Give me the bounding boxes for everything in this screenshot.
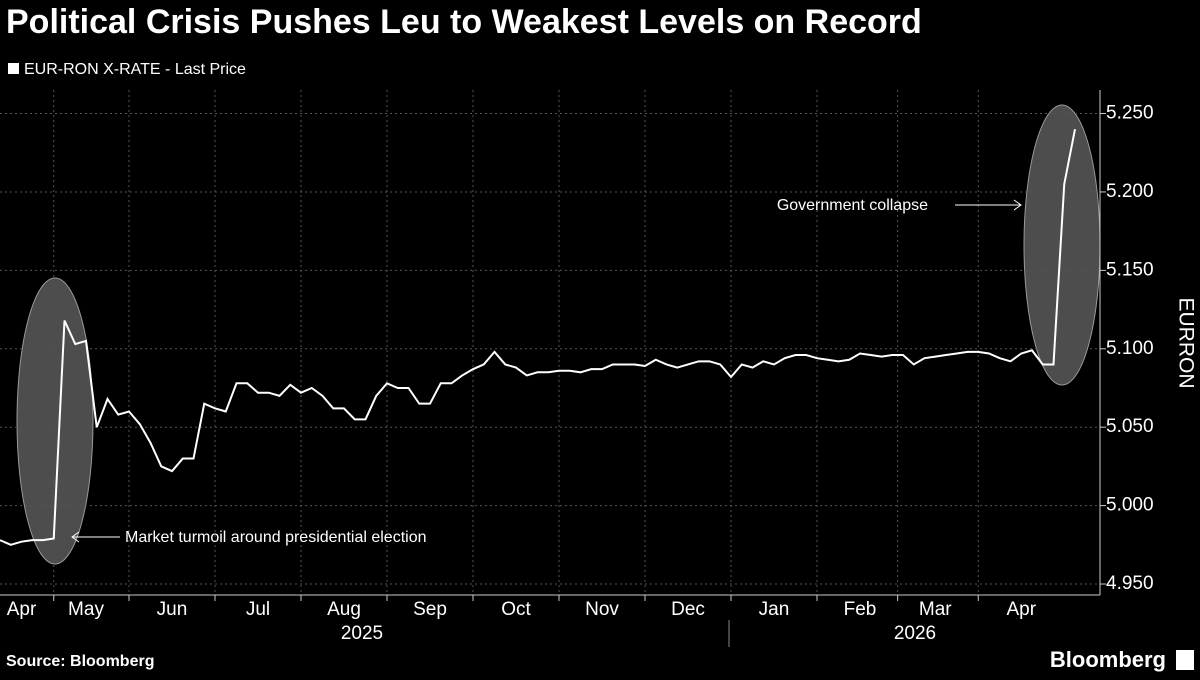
y-tick-label: 5.050 — [1106, 416, 1154, 437]
highlight-ellipse — [16, 277, 94, 565]
x-tick-label: Oct — [501, 599, 531, 620]
y-tick-label: 5.000 — [1106, 495, 1154, 516]
annotation-arrowhead — [71, 531, 80, 543]
year-label: 2025 — [341, 623, 383, 644]
x-tick-label: Jun — [157, 599, 188, 620]
brand-icon — [1176, 650, 1194, 670]
annotation: Government collapse — [777, 197, 928, 214]
brand: Bloomberg — [1050, 647, 1166, 672]
annotation: Market turmoil around presidential elect… — [125, 529, 426, 546]
x-tick-label: Aug — [327, 599, 361, 620]
y-tick-label: 5.100 — [1106, 338, 1154, 359]
x-tick-label: Jan — [759, 599, 790, 620]
y-tick-label: 5.150 — [1106, 259, 1154, 280]
y-tick-label: 4.950 — [1106, 573, 1154, 594]
x-tick-label: Apr — [7, 599, 37, 620]
x-tick-label: Apr — [1006, 599, 1036, 620]
source: Source: Bloomberg — [6, 653, 154, 670]
x-tick-label: Jul — [246, 599, 270, 620]
year-label: 2026 — [894, 623, 936, 644]
y-tick-label: 5.250 — [1106, 103, 1154, 124]
plot: 4.950 5.000 5.050 5.100 5.150 5.200 5.250 Apr Ma… — [0, 90, 1154, 620]
x-tick-label: Nov — [585, 599, 619, 620]
annotation-arrowhead — [1013, 199, 1022, 211]
x-tick-label: Feb — [844, 599, 877, 620]
x-tick-label: Mar — [919, 599, 952, 620]
legend-swatch — [8, 63, 19, 74]
highlight-ellipse — [1023, 104, 1101, 386]
x-tick-label: Sep — [413, 599, 447, 620]
y-axis-label: EURRON — [1174, 297, 1197, 388]
chart-title: Political Crisis Pushes Leu to Weakest L… — [6, 3, 922, 41]
line-series — [0, 129, 1076, 546]
legend-label: EUR-RON X-RATE - Last Price — [24, 61, 246, 78]
x-tick-label: Dec — [671, 599, 705, 620]
y-tick-label: 5.200 — [1106, 181, 1154, 202]
x-tick-label: May — [68, 599, 104, 620]
